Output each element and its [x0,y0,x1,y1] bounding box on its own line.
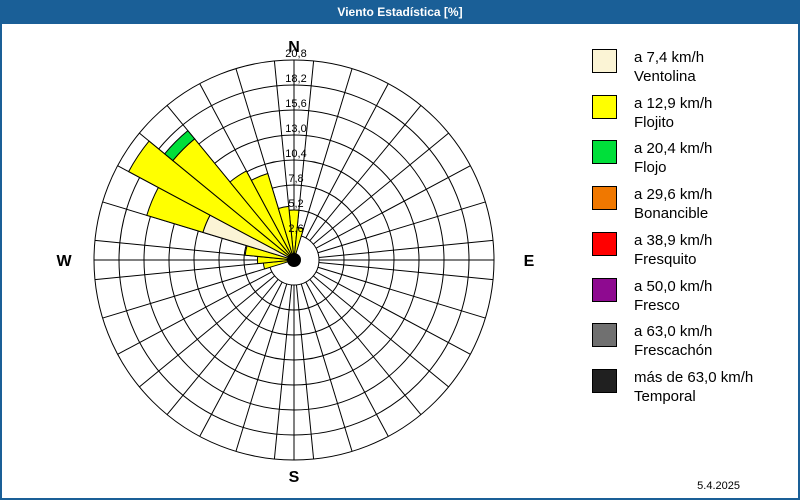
ring-value-label: 20,8 [285,48,306,60]
legend-label: a 7,4 km/h Ventolina [634,48,704,86]
ring-value-label: 13,0 [285,123,306,135]
legend-color-swatch [592,186,617,211]
grid-radial-line [318,261,494,281]
legend-color-swatch [592,231,617,256]
grid-radial-line [305,281,389,437]
window-title: Viento Estadística [%] [2,2,798,24]
ring-value-label: 7,8 [288,173,303,185]
legend-class-name: Ventolina [634,68,696,85]
ring-value-label: 15,6 [285,98,306,110]
legend-class-name: Flojito [634,113,675,131]
grid-radial-line [94,261,270,281]
legend-speed-label: a 38,9 km/h [634,231,713,249]
legend-label: a 20,4 km/h Flojo [634,139,712,177]
grid-radial-line [315,165,471,249]
grid-radial-line [199,281,283,437]
legend-color-swatch [592,277,617,302]
grid-radial-line [117,271,273,355]
grid-radial-line [300,68,353,237]
legend-speed-label: a 20,4 km/h [634,140,713,158]
grid-radial-line [235,283,288,452]
grid-radial-line [94,239,270,259]
grid-radial-line [305,83,389,239]
ring-value-label: 18,2 [285,73,306,85]
legend-speed-label: a 12,9 km/h [634,94,713,112]
grid-radial-line [300,283,353,452]
grid-radial-line [313,132,449,245]
grid-radial-line [139,275,275,388]
grid-radial-line [317,266,486,319]
legend-speed-label: a 29,6 km/h [634,186,713,204]
ring-value-label: 2,6 [288,223,303,235]
legend-label: a 38,9 km/h Fresquito [634,231,712,269]
legend-color-swatch [592,323,617,348]
legend-speed-label: a 7,4 km/h [634,49,705,66]
legend-class-name: Frescachón [634,342,713,360]
grid-radial-line [295,284,315,460]
legend-label: a 29,6 km/h Bonancible [634,185,712,223]
grid-radial-line [309,105,422,241]
legend-label: a 12,9 km/h Flojito [634,94,712,132]
date-stamp: 5.4.2025 [697,480,740,492]
legend-class-name: Fresquito [634,250,697,268]
legend-label: más de 63,0 km/h Temporal [634,368,753,406]
ring-value-label: 10,4 [285,148,306,160]
compass-label-west: W [56,253,72,270]
grid-radial-line [102,266,271,319]
grid-radial-line [166,279,279,415]
ring-value-label: 5,2 [288,198,303,210]
legend-class-name: Bonancible [634,205,709,223]
rose-center-dot [287,253,301,267]
compass-label-east: E [524,253,535,270]
grid-radial-line [295,60,315,236]
compass-label-south: S [289,469,300,486]
legend-color-swatch [592,368,617,393]
legend-color-swatch [592,140,617,165]
legend-class-name: Temporal [634,387,696,405]
legend-label: a 63,0 km/h Frescachón [634,322,712,360]
wind-rose-sector-wedge [163,129,196,162]
legend-label: a 50,0 km/h Fresco [634,277,712,315]
legend-speed-label: más de 63,0 km/h [634,368,754,386]
grid-radial-line [273,284,293,460]
legend-speed-label: a 50,0 km/h [634,277,713,295]
compass-label-north: N [288,39,300,56]
legend-class-name: Flojo [634,159,667,177]
grid-radial-line [315,271,471,355]
grid-radial-line [309,279,422,415]
legend-color-swatch [592,94,617,119]
legend-class-name: Fresco [634,296,680,314]
grid-radial-line [317,201,486,254]
legend-color-swatch [592,49,617,73]
grid-radial-line [313,275,449,388]
grid-radial-line [318,239,494,259]
legend-speed-label: a 63,0 km/h [634,323,713,341]
